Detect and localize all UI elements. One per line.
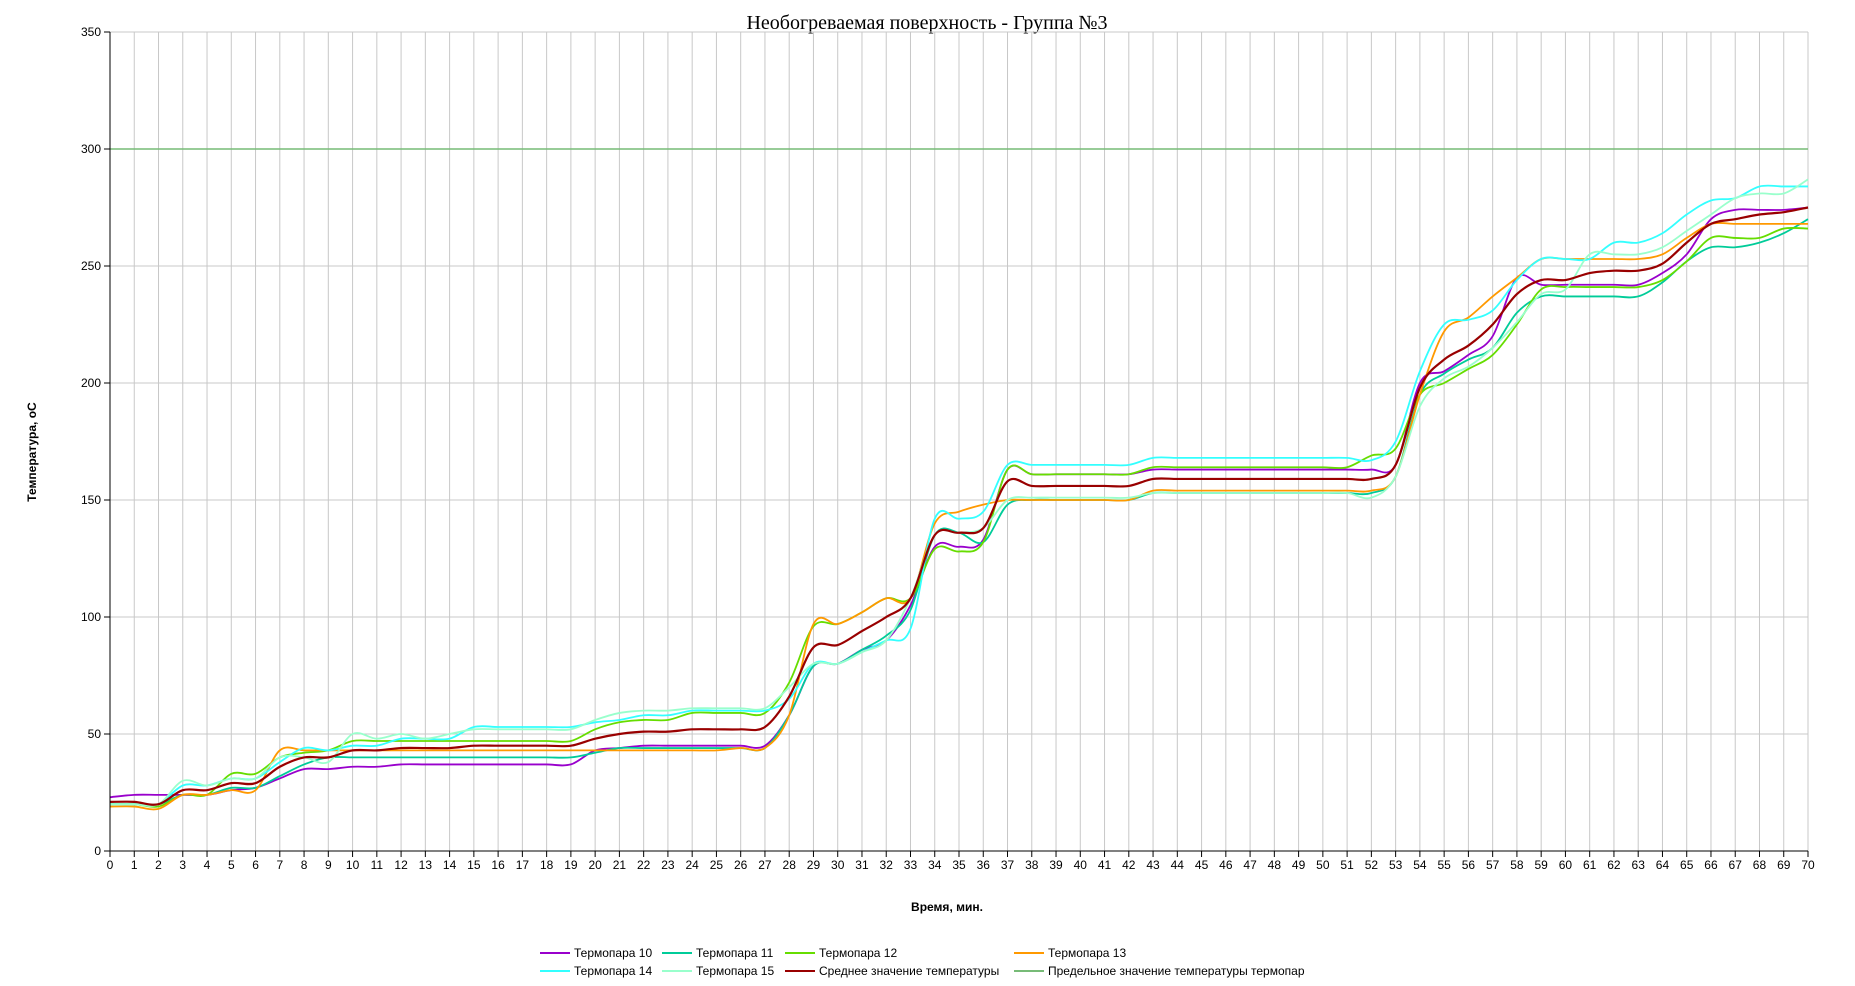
x-tick-label: 1 — [131, 858, 138, 872]
y-tick-label: 300 — [81, 142, 101, 156]
legend-label-5: Термопара 14 — [574, 964, 652, 978]
x-tick-label: 42 — [1122, 858, 1136, 872]
y-tick-label: 150 — [81, 493, 101, 507]
y-tick-label: 350 — [81, 25, 101, 39]
y-tick-label: 250 — [81, 259, 101, 273]
x-tick-label: 0 — [107, 858, 114, 872]
x-tick-label: 70 — [1801, 858, 1815, 872]
chart-title: Необогреваемая поверхность - Группа №3 — [746, 12, 1107, 34]
x-tick-label: 21 — [613, 858, 627, 872]
x-tick-label: 60 — [1559, 858, 1573, 872]
x-tick-label: 35 — [952, 858, 966, 872]
x-tick-label: 40 — [1074, 858, 1088, 872]
x-tick-label: 38 — [1025, 858, 1039, 872]
y-tick-label: 50 — [88, 727, 102, 741]
x-tick-label: 16 — [491, 858, 505, 872]
series-group — [109, 148, 1809, 811]
legend-label-7: Среднее значение температуры — [819, 964, 999, 978]
x-axis-label: Время, мин. — [911, 900, 983, 914]
y-axis-label: Температура, оС — [25, 402, 39, 502]
x-tick-label: 55 — [1437, 858, 1451, 872]
x-tick-label: 57 — [1486, 858, 1500, 872]
x-tick-label: 6 — [252, 858, 259, 872]
x-tick-label: 69 — [1777, 858, 1791, 872]
series-line-7 — [109, 206, 1809, 806]
legend-label-6: Термопара 15 — [696, 964, 774, 978]
x-tick-label: 49 — [1292, 858, 1306, 872]
x-tick-label: 53 — [1389, 858, 1403, 872]
x-tick-label: 47 — [1243, 858, 1257, 872]
x-tick-label: 25 — [710, 858, 724, 872]
x-tick-label: 26 — [734, 858, 748, 872]
x-tick-label: 32 — [880, 858, 894, 872]
x-tick-label: 37 — [1001, 858, 1015, 872]
x-tick-label: 27 — [758, 858, 772, 872]
legend-label-3: Термопара 12 — [819, 946, 897, 960]
x-tick-label: 58 — [1510, 858, 1524, 872]
x-tick-label: 34 — [928, 858, 942, 872]
x-tick-label: 64 — [1656, 858, 1670, 872]
x-tick-label: 14 — [443, 858, 457, 872]
x-tick-label: 2 — [155, 858, 162, 872]
x-tick-label: 28 — [783, 858, 797, 872]
legend-label-4: Термопара 13 — [1048, 946, 1126, 960]
series-line-4 — [109, 221, 1808, 811]
x-tick-label: 31 — [855, 858, 869, 872]
tick-labels: 0 1 2 3 4 5 6 7 8 9 10 11 12 13 14 15 16 17 18 19 20 21 22 23 24… — [81, 25, 1815, 872]
x-tick-label: 54 — [1413, 858, 1427, 872]
x-tick-label: 61 — [1583, 858, 1597, 872]
y-tick-label: 200 — [81, 376, 101, 390]
x-tick-label: 12 — [394, 858, 408, 872]
x-tick-label: 68 — [1753, 858, 1767, 872]
x-tick-label: 24 — [685, 858, 699, 872]
x-tick-label: 45 — [1195, 858, 1209, 872]
x-tick-label: 50 — [1316, 858, 1330, 872]
x-tick-label: 8 — [301, 858, 308, 872]
x-tick-label: 20 — [588, 858, 602, 872]
x-tick-label: 13 — [419, 858, 433, 872]
legend-label-8: Предельное значение температуры термопар — [1048, 964, 1305, 978]
x-tick-label: 43 — [1146, 858, 1160, 872]
x-tick-label: 44 — [1171, 858, 1185, 872]
axes — [104, 31, 1809, 857]
x-tick-label: 22 — [637, 858, 651, 872]
x-tick-label: 36 — [977, 858, 991, 872]
x-tick-label: 33 — [904, 858, 918, 872]
x-tick-label: 51 — [1340, 858, 1354, 872]
x-tick-label: 23 — [661, 858, 675, 872]
x-tick-label: 18 — [540, 858, 554, 872]
x-tick-label: 63 — [1632, 858, 1646, 872]
x-tick-label: 48 — [1268, 858, 1282, 872]
x-tick-label: 41 — [1098, 858, 1112, 872]
x-tick-label: 62 — [1607, 858, 1621, 872]
x-tick-label: 17 — [516, 858, 530, 872]
x-tick-label: 56 — [1462, 858, 1476, 872]
x-tick-label: 10 — [346, 858, 360, 872]
x-tick-label: 59 — [1534, 858, 1548, 872]
x-tick-label: 52 — [1365, 858, 1379, 872]
x-tick-label: 66 — [1704, 858, 1718, 872]
series-line-5 — [109, 184, 1808, 807]
legend: Термопара 10 Термопара 11 Термопара 12 Терм… — [540, 946, 1305, 978]
y-tick-label: 0 — [94, 844, 101, 858]
x-tick-label: 5 — [228, 858, 235, 872]
legend-label-1: Термопара 10 — [574, 946, 652, 960]
x-tick-label: 3 — [179, 858, 186, 872]
x-tick-label: 29 — [807, 858, 821, 872]
x-tick-label: 15 — [467, 858, 481, 872]
x-tick-label: 67 — [1729, 858, 1743, 872]
x-tick-label: 4 — [204, 858, 211, 872]
x-tick-label: 9 — [325, 858, 332, 872]
x-tick-label: 11 — [371, 858, 384, 872]
x-tick-label: 30 — [831, 858, 845, 872]
x-tick-label: 7 — [276, 858, 283, 872]
legend-label-2: Термопара 11 — [696, 946, 774, 960]
x-tick-label: 65 — [1680, 858, 1694, 872]
y-tick-label: 100 — [81, 610, 101, 624]
x-tick-label: 19 — [564, 858, 578, 872]
x-tick-label: 46 — [1219, 858, 1233, 872]
x-tick-label: 39 — [1049, 858, 1063, 872]
